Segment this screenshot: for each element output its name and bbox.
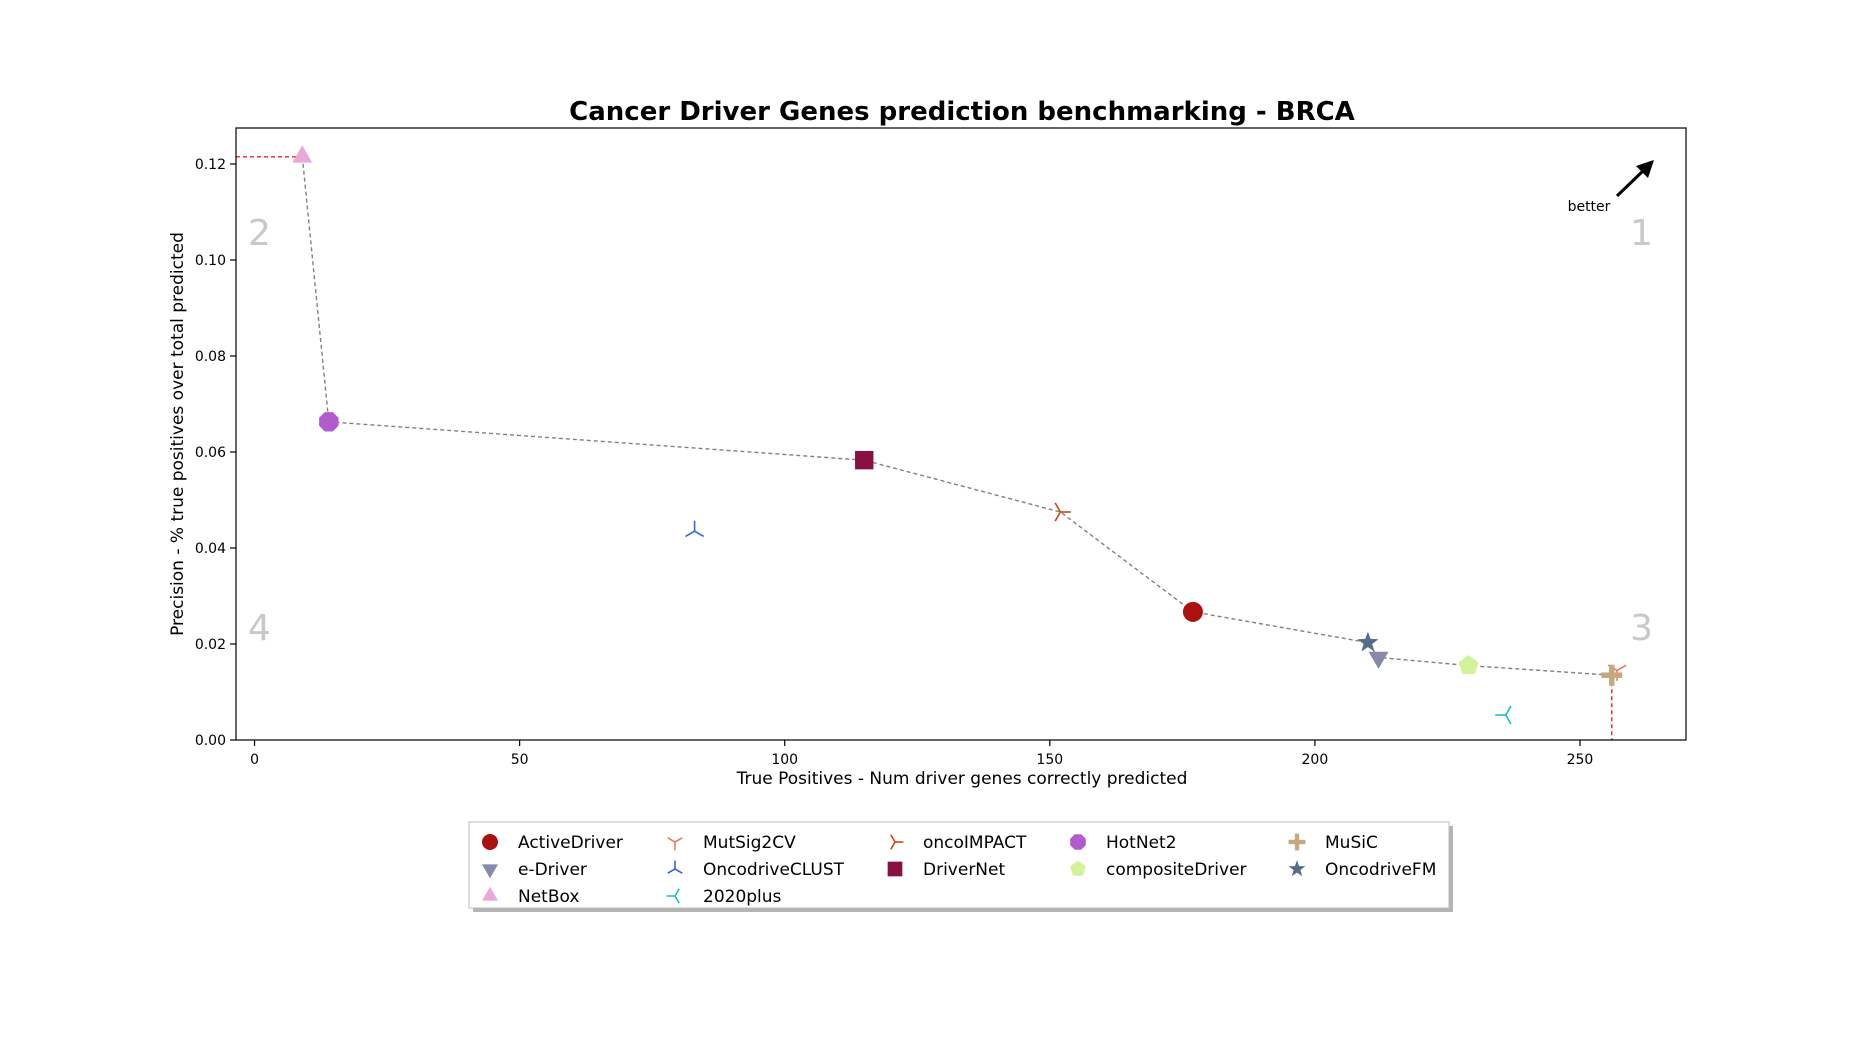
legend-label: oncoIMPACT	[923, 833, 1027, 853]
pareto-front-polyline	[301, 156, 1612, 676]
legend-marker-compositedriver	[1070, 860, 1086, 876]
legend-marker-oncodriveclust	[667, 860, 683, 874]
legend-marker-activedriver	[482, 834, 498, 850]
legend-marker-hotnet2	[1070, 834, 1086, 850]
legend-marker-music	[1288, 833, 1306, 851]
legend-label: e-Driver	[518, 860, 587, 880]
guide-lines	[236, 156, 1613, 740]
x-tick-label: 0	[250, 752, 259, 768]
y-axis-ticks: 0.00 0.02 0.04 0.06 0.08 0.10 0.12	[195, 157, 236, 749]
legend-label: compositeDriver	[1106, 860, 1247, 880]
point-hotnet2	[319, 412, 339, 432]
point-netbox	[292, 145, 313, 163]
legend-label: DriverNet	[923, 860, 1005, 880]
point-oncodrivefm	[1357, 631, 1379, 652]
quadrant-label-4: 4	[248, 608, 271, 649]
pareto-front-line	[301, 156, 1612, 676]
legend-label: HotNet2	[1106, 833, 1177, 853]
legend-item-drivernet: DriverNet	[887, 860, 1005, 880]
x-axis-label: True Positives - Num driver genes correc…	[736, 769, 1188, 789]
legend-item-e-driver: e-Driver	[482, 860, 587, 880]
legend-marker-drivernet	[887, 861, 903, 877]
quadrant-label-1: 1	[1630, 213, 1653, 254]
legend-label: NetBox	[518, 887, 579, 907]
x-axis-ticks: 0 50 100 150 200 250	[250, 740, 1593, 768]
legend: ActiveDriver MutSig2CV oncoIMPACT HotNet2 Mu…	[468, 821, 1453, 912]
x-tick-label: 100	[771, 752, 798, 768]
point-2020plus	[1495, 705, 1512, 725]
x-tick-label: 200	[1302, 752, 1329, 768]
legend-label: OncodriveCLUST	[703, 860, 845, 880]
legend-item-activedriver: ActiveDriver	[482, 833, 623, 853]
legend-marker-mutsig2cv	[667, 837, 683, 851]
legend-label: MutSig2CV	[703, 833, 796, 853]
y-tick-label: 0.06	[195, 445, 226, 461]
legend-item-hotnet2: HotNet2	[1070, 833, 1177, 853]
legend-item-2020plus: 2020plus	[666, 887, 782, 907]
x-tick-label: 50	[511, 752, 529, 768]
legend-label: OncodriveFM	[1325, 860, 1436, 880]
legend-item-compositedriver: compositeDriver	[1070, 860, 1247, 880]
point-music	[1601, 664, 1623, 686]
legend-item-oncodriveclust: OncodriveCLUST	[667, 860, 845, 880]
legend-box	[468, 821, 1450, 909]
quadrant-labels: 1 2 3 4	[248, 213, 1653, 649]
legend-item-oncodrivefm: OncodriveFM	[1288, 860, 1436, 880]
point-compositedriver	[1458, 655, 1479, 675]
legend-marker-2020plus	[666, 888, 680, 904]
y-tick-label: 0.00	[195, 733, 226, 749]
y-tick-label: 0.08	[195, 349, 226, 365]
plot-frame	[235, 127, 1687, 741]
quadrant-label-2: 2	[248, 213, 271, 254]
quadrant-label-3: 3	[1630, 608, 1653, 649]
point-e-driver	[1368, 651, 1389, 669]
legend-label: MuSiC	[1325, 833, 1378, 853]
legend-label: ActiveDriver	[518, 833, 623, 853]
legend-item-netbox: NetBox	[482, 886, 579, 907]
legend-item-music: MuSiC	[1288, 833, 1378, 853]
y-axis-label: Precision - % true positives over total …	[168, 232, 188, 636]
point-drivernet	[855, 450, 874, 470]
legend-marker-oncoimpact	[890, 834, 904, 850]
y-tick-label: 0.02	[195, 637, 226, 653]
data-points	[292, 145, 1627, 725]
y-tick-label: 0.10	[195, 253, 226, 269]
better-annotation: better	[1568, 160, 1654, 215]
better-arrow-icon	[1615, 167, 1647, 198]
y-tick-label: 0.04	[195, 541, 226, 557]
better-arrow-head-icon	[1636, 160, 1654, 178]
point-activedriver	[1182, 601, 1203, 622]
legend-marker-netbox	[482, 886, 498, 901]
point-oncodriveclust	[685, 520, 705, 538]
legend-marker-e-driver	[482, 864, 498, 879]
x-tick-label: 150	[1036, 752, 1063, 768]
legend-item-mutsig2cv: MutSig2CV	[667, 833, 796, 853]
point-oncoimpact	[1054, 502, 1071, 522]
legend-label: 2020plus	[703, 887, 782, 907]
legend-item-oncoimpact: oncoIMPACT	[890, 833, 1027, 853]
legend-marker-oncodrivefm	[1288, 860, 1306, 877]
x-tick-label: 250	[1567, 752, 1594, 768]
y-tick-label: 0.12	[195, 157, 226, 173]
chart-title: Cancer Driver Genes prediction benchmark…	[569, 97, 1355, 127]
better-label: better	[1568, 199, 1611, 215]
